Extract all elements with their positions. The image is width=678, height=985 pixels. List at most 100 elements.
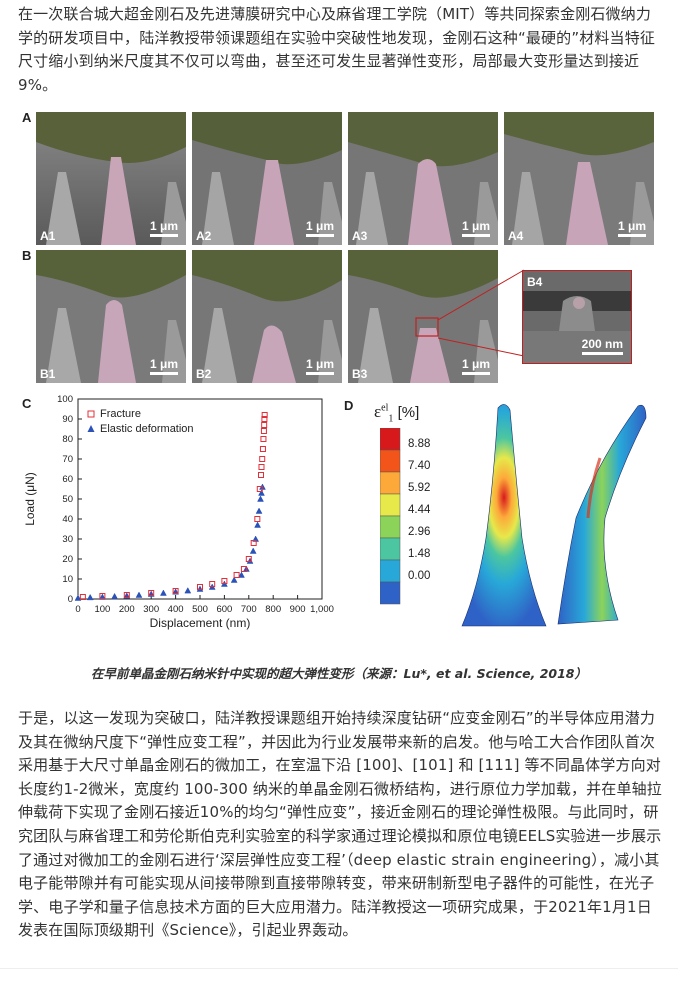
sem-graphic (36, 250, 186, 383)
colorbar-unit: [%] (397, 404, 420, 421)
colorbar-swatch (380, 493, 401, 517)
panel-letter-c: C (22, 396, 32, 411)
sem-image-b4: B4 200 nm (522, 270, 632, 364)
y-tick-label: 60 (62, 474, 73, 485)
x-tick-label: 200 (119, 604, 135, 615)
elastic-point (74, 594, 82, 601)
fracture-point (197, 584, 203, 590)
fracture-point (256, 486, 263, 492)
sem-label: A4 (508, 229, 524, 243)
scale-label: 1 μm (461, 357, 490, 371)
scale-label: 200 nm (581, 337, 623, 351)
elastic-point (238, 571, 245, 578)
fracture-point (260, 436, 267, 442)
scale-label: 1 μm (305, 219, 334, 233)
x-tick-label: 300 (143, 604, 159, 615)
y-tick-label: 10 (62, 574, 73, 585)
fracture-point (221, 578, 228, 584)
body-paragraph: 于是，以这一发现为突破口，陆洋教授课题组开始持续深度钻研“应变金刚石”的半导体应… (18, 709, 662, 940)
elastic-point (230, 576, 238, 583)
sem-label: B2 (196, 367, 212, 381)
colorbar-tick-label: 4.44 (408, 504, 431, 516)
x-tick-label: 400 (168, 604, 184, 615)
x-tick-label: 1,000 (310, 604, 334, 615)
fracture-point (258, 464, 265, 470)
colorbar-swatch (380, 581, 401, 605)
fracture-point (261, 416, 268, 422)
sem-graphic (504, 112, 654, 245)
legend-label: Elastic deformation (100, 423, 194, 435)
scale-bar: 1 μm (617, 219, 646, 237)
sem-graphic (36, 112, 186, 245)
sem-image-a2: A2 1 μm (192, 112, 342, 245)
fracture-point (261, 422, 268, 428)
elastic-point (258, 489, 265, 496)
sem-label: A1 (40, 229, 56, 243)
fracture-point (258, 472, 264, 478)
x-tick-label: 0 (75, 604, 80, 615)
scale-label: 1 μm (461, 219, 490, 233)
x-tick-label: 800 (265, 604, 281, 615)
scale-bar: 1 μm (149, 357, 178, 375)
colorbar-tick-label: 0.00 (408, 570, 430, 582)
scale-bar: 1 μm (305, 357, 334, 375)
panel-letter-a: A (22, 110, 32, 125)
legend-label: Fracture (100, 408, 141, 420)
x-axis-label: Displacement (nm) (150, 616, 251, 630)
fracture-point (240, 566, 247, 572)
x-tick-label: 700 (241, 604, 257, 615)
scale-label: 1 μm (149, 219, 178, 233)
y-tick-label: 50 (62, 494, 73, 505)
y-tick-label: 30 (62, 534, 73, 545)
figure: A B C D A1 1 μm A2 1 μm (18, 108, 658, 644)
fracture-point (99, 593, 106, 599)
y-tick-label: 100 (57, 394, 73, 405)
scale-bar: 1 μm (305, 219, 334, 237)
load-displacement-chart: 0 100 200 300 400 500 600 700 800 900 1,000 0 10 20 30… (23, 394, 334, 630)
elastic-point (249, 547, 257, 554)
sem-label: A2 (196, 229, 212, 243)
sem-label: B1 (40, 367, 56, 381)
sem-image-a4: A4 1 μm (504, 112, 654, 245)
elastic-point (246, 557, 254, 564)
fracture-point (123, 592, 130, 598)
y-tick-label: 90 (62, 414, 73, 425)
sem-graphic (348, 112, 498, 245)
sem-image-b3: B3 1 μm (348, 250, 498, 383)
fracture-point (79, 594, 86, 600)
sem-graphic (192, 250, 342, 383)
scale-bar: 200 nm (581, 337, 623, 355)
elastic-point (255, 507, 263, 514)
fracture-point (261, 412, 268, 418)
colorbar-title: εel1 [%] (374, 402, 419, 424)
elastic-point (86, 593, 94, 601)
sem-image-b1: B1 1 μm (36, 250, 186, 383)
legend-marker-fracture (87, 410, 95, 418)
divider (0, 968, 678, 969)
scale-label: 1 μm (149, 357, 178, 371)
fracture-point (148, 590, 155, 596)
y-tick-label: 0 (68, 594, 73, 605)
sem-label: B3 (352, 367, 368, 381)
elastic-point (196, 585, 204, 592)
fracture-point (260, 428, 267, 434)
colorbar-swatch (380, 537, 401, 561)
x-tick-label: 100 (94, 604, 110, 615)
elastic-point (159, 589, 167, 596)
colorbar-superscript: el (381, 402, 389, 414)
sem-image-a3: A3 1 μm (348, 112, 498, 245)
fracture-point (233, 572, 240, 578)
elastic-point (111, 592, 119, 600)
x-tick-label: 500 (192, 604, 208, 615)
colorbar-tick-label: 1.48 (408, 548, 430, 560)
x-tick-label: 600 (216, 604, 232, 615)
elastic-point (172, 588, 180, 595)
elastic-point (123, 592, 131, 599)
elastic-point (184, 587, 192, 594)
elastic-point (135, 591, 143, 598)
sem-label: A3 (352, 229, 368, 243)
colorbar-swatch (380, 449, 401, 473)
colorbar-tick-label: 7.40 (408, 460, 430, 472)
elastic-point (254, 521, 262, 528)
needle-simulation (461, 404, 647, 627)
